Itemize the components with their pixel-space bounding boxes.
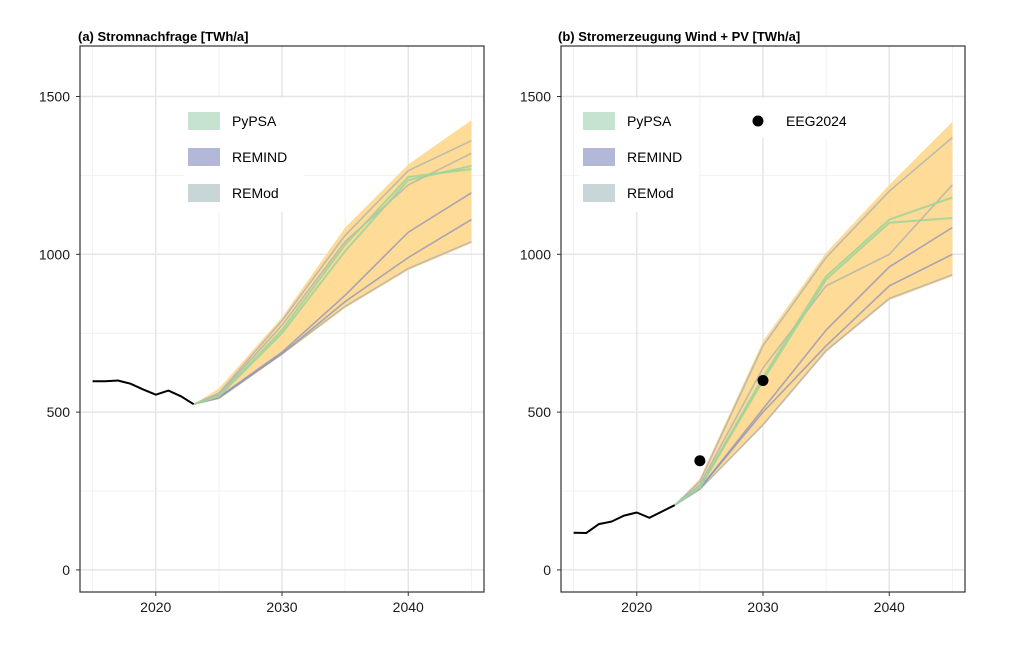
legend-key-pypsa <box>188 112 220 130</box>
panel-a: (a) Stromnachfrage [TWh/a] 2020 2030 2040 0 5… <box>39 29 484 615</box>
y-tick-label: 0 <box>543 562 551 578</box>
y-tick-label: 1000 <box>39 246 70 262</box>
legend-key-remind <box>188 148 220 166</box>
x-tick-label: 2020 <box>621 599 652 615</box>
legend-label: PyPSA <box>627 113 672 129</box>
historical-line <box>93 381 194 405</box>
legend-label: REMIND <box>627 149 682 165</box>
y-tick-label: 500 <box>528 404 552 420</box>
legend-key-remod <box>188 184 220 202</box>
legend-label: REMod <box>627 185 674 201</box>
x-tick-label: 2030 <box>266 599 297 615</box>
x-tick-label: 2040 <box>874 599 905 615</box>
y-tick-label: 1000 <box>520 246 551 262</box>
y-tick-label: 1500 <box>520 88 551 104</box>
legend-key-pypsa <box>583 112 615 130</box>
x-tick-label: 2030 <box>747 599 778 615</box>
figure: (a) Stromnachfrage [TWh/a] 2020 2030 2040 0 5… <box>0 0 1024 657</box>
legend-label: REMIND <box>232 149 287 165</box>
y-tick-label: 500 <box>47 404 71 420</box>
panel-title: (b) Stromerzeugung Wind + PV [TWh/a] <box>558 29 800 44</box>
legend-key-remod <box>583 184 615 202</box>
y-tick-label: 1500 <box>39 88 70 104</box>
chart-figure: (a) Stromnachfrage [TWh/a] 2020 2030 2040 0 5… <box>0 0 1024 657</box>
y-tick-label: 0 <box>62 562 70 578</box>
panel-b: (b) Stromerzeugung Wind + PV [TWh/a] 2020… <box>520 29 965 615</box>
legend-label: EEG2024 <box>786 113 847 129</box>
x-tick-label: 2040 <box>393 599 424 615</box>
target-point <box>694 455 705 466</box>
x-tick-label: 2020 <box>140 599 171 615</box>
legend-key-remind <box>583 148 615 166</box>
legend-key-point <box>753 116 764 127</box>
panel-title: (a) Stromnachfrage [TWh/a] <box>78 29 248 44</box>
legend-label: PyPSA <box>232 113 277 129</box>
legend-label: REMod <box>232 185 279 201</box>
target-point <box>758 375 769 386</box>
legend: PyPSA REMIND REMod EEG2024 <box>579 98 865 212</box>
historical-line <box>574 505 675 533</box>
legend: PyPSA REMIND REMod <box>184 98 304 212</box>
